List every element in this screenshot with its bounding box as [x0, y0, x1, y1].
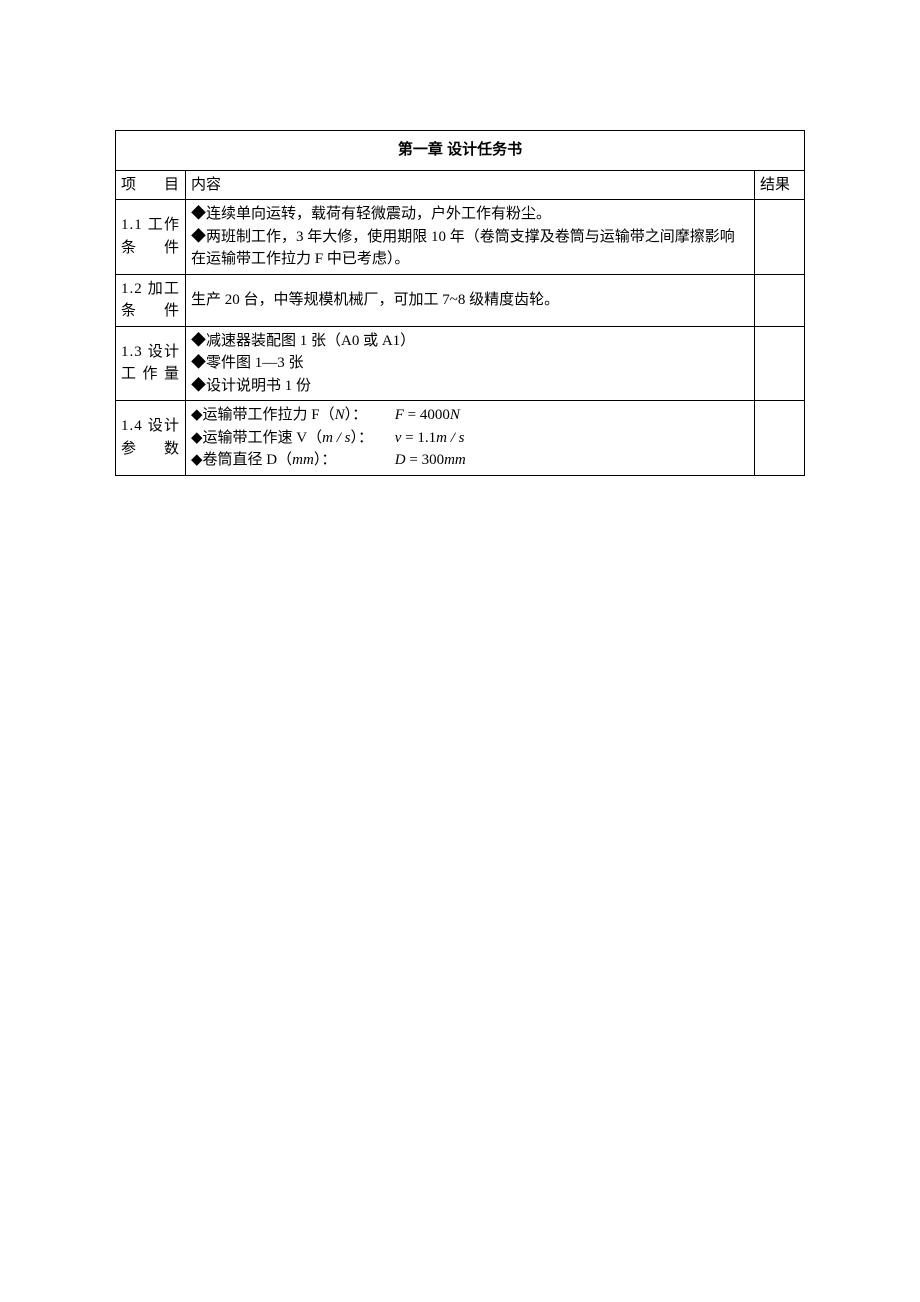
table-row: 1.1 工作条件 ◆连续单向运转，载荷有轻微震动，户外工作有粉尘。 ◆两班制工作…	[116, 200, 805, 275]
row-result-1	[755, 200, 805, 275]
header-result: 结果	[755, 170, 805, 200]
bullet-icon: ◆	[191, 427, 203, 450]
table-row: 1.2 加工条件 生产 20 台，中等规模机械厂，可加工 7~8 级精度齿轮。	[116, 274, 805, 326]
header-row: 项目 内容 结果	[116, 170, 805, 200]
expr-unit: mm	[444, 452, 466, 468]
expr-unit: N	[450, 407, 460, 423]
param-unit-var: mm	[292, 452, 314, 468]
row-content-1: ◆连续单向运转，载荷有轻微震动，户外工作有粉尘。 ◆两班制工作，3 年大修，使用…	[186, 200, 755, 275]
bullet-icon: ◆	[191, 449, 203, 472]
param-text: ）：	[345, 407, 368, 423]
expr-var: D	[395, 452, 406, 468]
param-label-2: ◆运输带工作速 V（m / s）：	[191, 427, 391, 450]
param-text: ）：	[314, 452, 337, 468]
row-project-3: 1.3 设计工作量	[116, 326, 186, 401]
param-line-1: ◆运输带工作拉力 F（N）： F = 4000N	[191, 404, 749, 427]
param-label-1: ◆运输带工作拉力 F（N）：	[191, 404, 391, 427]
row-content-2: 生产 20 台，中等规模机械厂，可加工 7~8 级精度齿轮。	[186, 274, 755, 326]
expr-var: F	[395, 407, 404, 423]
title-row: 第一章 设计任务书	[116, 131, 805, 171]
content-line: ◆减速器装配图 1 张（A0 或 A1）	[191, 333, 415, 349]
row-project-4: 1.4 设计参数	[116, 401, 186, 476]
content-line: ◆两班制工作，3 年大修，使用期限 10 年（卷筒支撑及卷筒与运输带之间摩擦影响…	[191, 229, 735, 268]
param-text: 运输带工作拉力 F（	[203, 407, 335, 423]
param-text: ）：	[350, 430, 373, 446]
param-label-3: ◆卷筒直径 D（mm）：	[191, 449, 391, 472]
expr-eq: =	[401, 430, 417, 446]
row-result-4	[755, 401, 805, 476]
design-task-table: 第一章 设计任务书 项目 内容 结果 1.1 工作条件 ◆连续单向运转，载荷有轻…	[115, 130, 805, 476]
header-content: 内容	[186, 170, 755, 200]
param-expr-2: v = 1.1m / s	[395, 430, 465, 446]
table-row: 1.4 设计参数 ◆运输带工作拉力 F（N）： F = 4000N ◆运输带工作…	[116, 401, 805, 476]
row-project-2: 1.2 加工条件	[116, 274, 186, 326]
expr-val: 300	[422, 452, 445, 468]
bullet-icon: ◆	[191, 404, 203, 427]
content-line: 生产 20 台，中等规模机械厂，可加工 7~8 级精度齿轮。	[191, 292, 559, 308]
expr-eq: =	[404, 407, 420, 423]
chapter-title: 第一章 设计任务书	[116, 131, 805, 171]
param-line-2: ◆运输带工作速 V（m / s）： v = 1.1m / s	[191, 427, 749, 450]
row-result-3	[755, 326, 805, 401]
expr-eq: =	[406, 452, 422, 468]
row-project-1: 1.1 工作条件	[116, 200, 186, 275]
row-content-3: ◆减速器装配图 1 张（A0 或 A1） ◆零件图 1—3 张 ◆设计说明书 1…	[186, 326, 755, 401]
expr-val: 1.1	[417, 430, 436, 446]
header-project: 项目	[116, 170, 186, 200]
param-line-3: ◆卷筒直径 D（mm）： D = 300mm	[191, 449, 749, 472]
param-unit-var: N	[335, 407, 345, 423]
content-line: ◆连续单向运转，载荷有轻微震动，户外工作有粉尘。	[191, 206, 551, 222]
param-text: 运输带工作速 V（	[203, 430, 323, 446]
expr-val: 4000	[420, 407, 450, 423]
table-row: 1.3 设计工作量 ◆减速器装配图 1 张（A0 或 A1） ◆零件图 1—3 …	[116, 326, 805, 401]
row-result-2	[755, 274, 805, 326]
content-line: ◆零件图 1—3 张	[191, 355, 304, 371]
param-expr-3: D = 300mm	[395, 452, 466, 468]
row-content-4: ◆运输带工作拉力 F（N）： F = 4000N ◆运输带工作速 V（m / s…	[186, 401, 755, 476]
param-text: 卷筒直径 D（	[203, 452, 293, 468]
content-line: ◆设计说明书 1 份	[191, 378, 311, 394]
param-expr-1: F = 4000N	[395, 407, 460, 423]
param-unit-var: m / s	[322, 430, 350, 446]
expr-unit: m / s	[436, 430, 464, 446]
